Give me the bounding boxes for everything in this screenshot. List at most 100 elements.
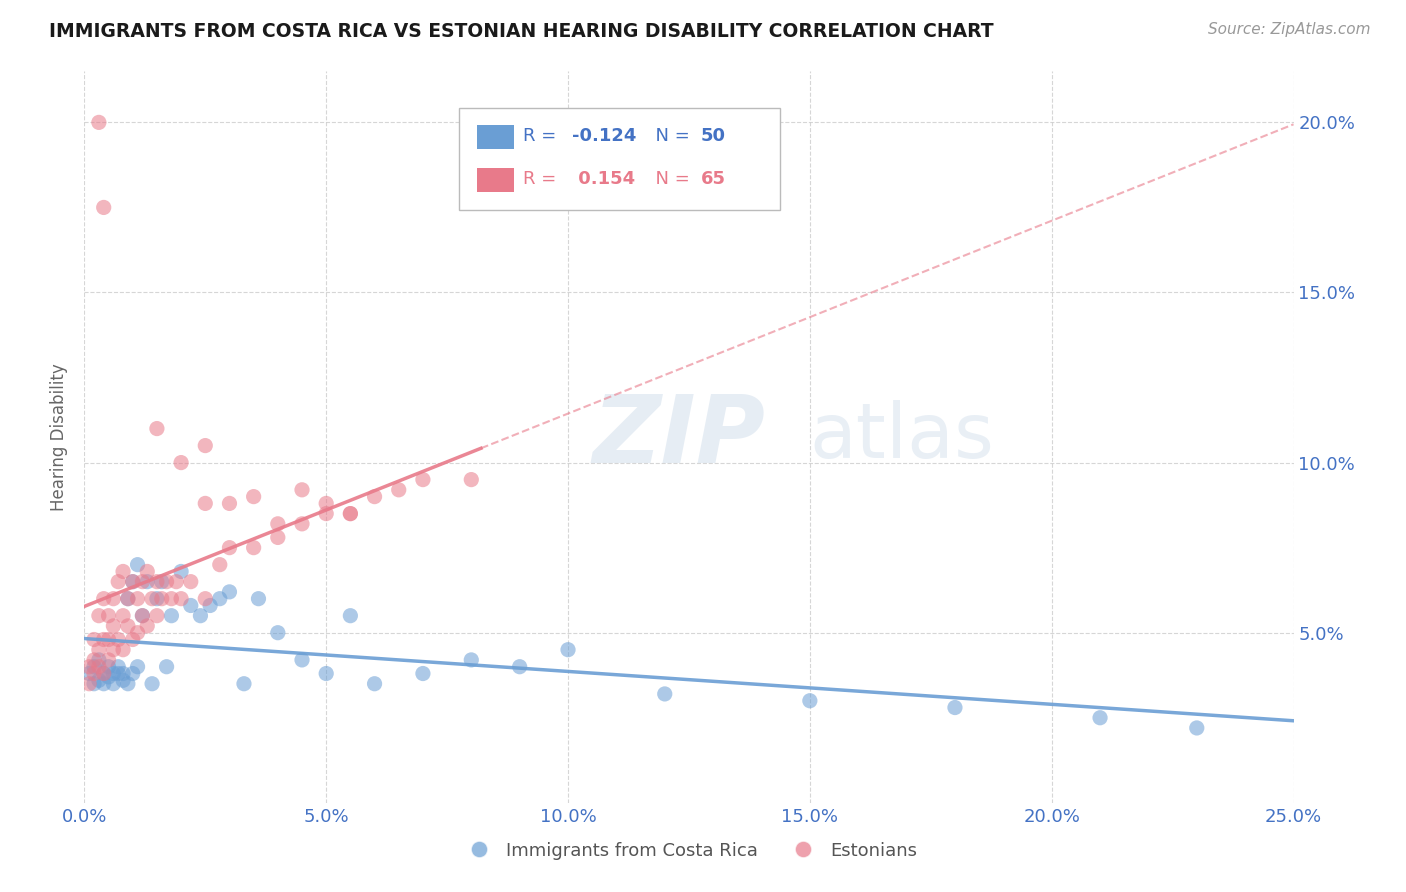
Point [83, 653, 105, 667]
Point [315, 666, 337, 681]
Point [97, 670, 120, 684]
Point [117, 677, 139, 691]
Point [127, 558, 149, 572]
Point [127, 659, 149, 673]
Point [799, 694, 821, 708]
Point [136, 619, 159, 633]
Point [112, 673, 135, 688]
Point [460, 653, 482, 667]
Point [77, 666, 100, 681]
Point [77, 659, 100, 673]
Point [112, 642, 135, 657]
Point [170, 456, 193, 470]
Point [247, 591, 270, 606]
Point [107, 659, 129, 673]
Text: R =: R = [523, 169, 562, 188]
Point [363, 490, 385, 504]
Point [117, 591, 139, 606]
Point [160, 608, 183, 623]
Point [339, 507, 361, 521]
Point [97, 608, 120, 623]
Point [87, 642, 110, 657]
Point [194, 496, 217, 510]
Point [146, 574, 169, 589]
Point [198, 599, 221, 613]
Point [77, 677, 100, 691]
Point [190, 608, 212, 623]
Point [117, 591, 139, 606]
Point [93, 677, 115, 691]
Text: 65: 65 [702, 169, 725, 188]
Text: atlas: atlas [810, 401, 994, 474]
Point [93, 201, 115, 215]
Point [242, 490, 264, 504]
Point [93, 591, 115, 606]
Point [194, 591, 217, 606]
Legend: Immigrants from Costa Rica, Estonians: Immigrants from Costa Rica, Estonians [454, 835, 924, 867]
Text: 50: 50 [702, 127, 725, 145]
Point [170, 565, 193, 579]
Point [218, 585, 240, 599]
Point [131, 574, 153, 589]
Text: Source: ZipAtlas.com: Source: ZipAtlas.com [1208, 22, 1371, 37]
Point [107, 632, 129, 647]
Point [412, 666, 434, 681]
Text: -0.124: -0.124 [572, 127, 636, 145]
Point [291, 483, 314, 497]
Point [87, 673, 110, 688]
Point [180, 599, 202, 613]
Point [654, 687, 676, 701]
FancyBboxPatch shape [460, 108, 780, 211]
Point [160, 591, 183, 606]
Text: IMMIGRANTS FROM COSTA RICA VS ESTONIAN HEARING DISABILITY CORRELATION CHART: IMMIGRANTS FROM COSTA RICA VS ESTONIAN H… [49, 22, 994, 41]
Point [121, 666, 143, 681]
Point [150, 591, 173, 606]
Point [83, 659, 105, 673]
Point [291, 653, 314, 667]
Point [267, 516, 290, 531]
Point [97, 659, 120, 673]
Point [150, 574, 173, 589]
Text: N =: N = [644, 169, 696, 188]
Point [412, 473, 434, 487]
Point [103, 619, 125, 633]
Point [363, 677, 385, 691]
Point [107, 574, 129, 589]
Point [291, 516, 314, 531]
Point [121, 574, 143, 589]
Point [127, 591, 149, 606]
Point [557, 642, 579, 657]
Point [103, 591, 125, 606]
Point [112, 565, 135, 579]
Point [93, 666, 115, 681]
Point [267, 531, 290, 545]
Point [87, 115, 110, 129]
Point [112, 666, 135, 681]
Point [87, 659, 110, 673]
Point [146, 591, 169, 606]
Point [1185, 721, 1208, 735]
Point [339, 507, 361, 521]
Point [509, 659, 531, 673]
Point [146, 421, 169, 435]
Point [107, 666, 129, 681]
Point [165, 574, 187, 589]
Point [170, 591, 193, 606]
Point [87, 608, 110, 623]
Point [93, 632, 115, 647]
Point [388, 483, 411, 497]
Point [83, 632, 105, 647]
Point [155, 574, 177, 589]
Point [136, 574, 159, 589]
Point [136, 565, 159, 579]
Point [194, 439, 217, 453]
Point [460, 473, 482, 487]
Point [315, 496, 337, 510]
Point [943, 700, 966, 714]
Point [103, 677, 125, 691]
FancyBboxPatch shape [478, 125, 513, 149]
Point [242, 541, 264, 555]
Point [1088, 711, 1111, 725]
Point [267, 625, 290, 640]
Point [180, 574, 202, 589]
